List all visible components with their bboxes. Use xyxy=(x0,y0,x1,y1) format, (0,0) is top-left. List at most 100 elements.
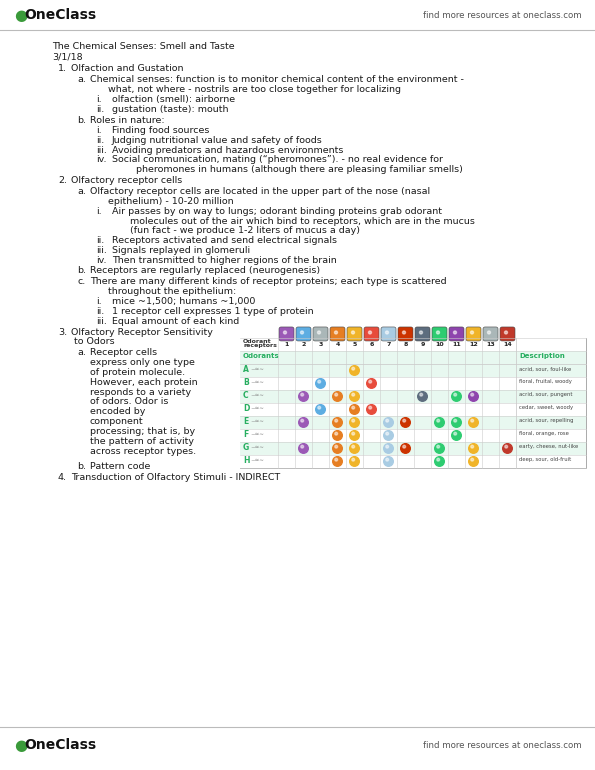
Circle shape xyxy=(369,380,372,383)
Text: 11: 11 xyxy=(452,342,461,347)
Text: molecules out of the air which bind to receptors, which are in the mucus: molecules out of the air which bind to r… xyxy=(112,217,475,226)
Text: Description: Description xyxy=(519,353,565,359)
Text: E: E xyxy=(243,417,248,426)
Text: a.: a. xyxy=(77,75,86,84)
Circle shape xyxy=(299,392,308,401)
Circle shape xyxy=(352,367,355,370)
Text: of protein molecule.: of protein molecule. xyxy=(90,368,185,377)
Circle shape xyxy=(454,420,456,422)
Circle shape xyxy=(471,420,474,422)
Circle shape xyxy=(505,331,508,334)
Circle shape xyxy=(301,393,303,396)
Circle shape xyxy=(503,444,512,454)
Text: ~≈∼: ~≈∼ xyxy=(250,445,264,450)
Text: 13: 13 xyxy=(486,342,495,347)
Text: processing; that is, by: processing; that is, by xyxy=(90,427,195,436)
Text: F: F xyxy=(243,430,248,439)
Text: a.: a. xyxy=(77,187,86,196)
Text: OneClass: OneClass xyxy=(24,8,96,22)
Circle shape xyxy=(335,432,337,435)
Text: OneClass: OneClass xyxy=(24,738,96,752)
Circle shape xyxy=(487,331,490,334)
FancyBboxPatch shape xyxy=(449,327,464,341)
Circle shape xyxy=(350,457,359,467)
Text: the pattern of activity: the pattern of activity xyxy=(90,437,194,446)
Circle shape xyxy=(469,392,478,401)
Text: Finding food sources: Finding food sources xyxy=(112,126,209,136)
Text: acrid, sour, pungent: acrid, sour, pungent xyxy=(519,393,572,397)
Circle shape xyxy=(350,366,359,375)
Circle shape xyxy=(350,430,359,440)
Text: ~≈∼: ~≈∼ xyxy=(250,458,264,463)
Text: mice ~1,500; humans ~1,000: mice ~1,500; humans ~1,000 xyxy=(112,297,255,306)
FancyBboxPatch shape xyxy=(466,327,481,341)
Text: 3: 3 xyxy=(318,342,322,347)
Circle shape xyxy=(333,417,342,427)
Text: throughout the epithelium:: throughout the epithelium: xyxy=(90,286,236,296)
Circle shape xyxy=(384,444,393,454)
Text: pheromones in humans (although there are pleasing familiar smells): pheromones in humans (although there are… xyxy=(112,165,463,174)
Text: Receptors activated and send electrical signals: Receptors activated and send electrical … xyxy=(112,236,337,246)
Text: 5: 5 xyxy=(352,342,356,347)
Circle shape xyxy=(386,331,389,334)
Text: encoded by: encoded by xyxy=(90,407,145,417)
Circle shape xyxy=(352,445,355,448)
Circle shape xyxy=(333,457,342,467)
Text: 12: 12 xyxy=(469,342,478,347)
Circle shape xyxy=(435,444,444,454)
Circle shape xyxy=(367,405,376,414)
Circle shape xyxy=(435,457,444,467)
Circle shape xyxy=(334,331,337,334)
FancyBboxPatch shape xyxy=(483,327,498,341)
Circle shape xyxy=(301,420,303,422)
Text: ii.: ii. xyxy=(96,105,104,114)
Text: 1: 1 xyxy=(284,342,289,347)
FancyBboxPatch shape xyxy=(330,327,345,341)
Text: Roles in nature:: Roles in nature: xyxy=(90,116,165,126)
Circle shape xyxy=(420,393,422,396)
Text: 4: 4 xyxy=(336,342,340,347)
Text: earty, cheese, nut-like: earty, cheese, nut-like xyxy=(519,444,578,450)
Text: ~≈∼: ~≈∼ xyxy=(250,393,264,398)
FancyBboxPatch shape xyxy=(364,327,379,341)
Circle shape xyxy=(368,331,371,334)
Circle shape xyxy=(352,407,355,409)
FancyBboxPatch shape xyxy=(240,351,586,364)
Text: find more resources at oneclass.com: find more resources at oneclass.com xyxy=(424,11,582,19)
Circle shape xyxy=(350,392,359,401)
Circle shape xyxy=(335,420,337,422)
Circle shape xyxy=(301,445,303,448)
Circle shape xyxy=(471,445,474,448)
Text: what, not where - nostrils are too close together for localizing: what, not where - nostrils are too close… xyxy=(90,85,401,94)
Text: 2: 2 xyxy=(301,342,306,347)
Text: Avoiding predators and hazardous environments: Avoiding predators and hazardous environ… xyxy=(112,146,343,155)
Text: Olfactory Receptor Sensitivity: Olfactory Receptor Sensitivity xyxy=(71,328,213,336)
Circle shape xyxy=(384,457,393,467)
Text: ~≈∼: ~≈∼ xyxy=(250,406,264,411)
Circle shape xyxy=(367,379,376,388)
FancyBboxPatch shape xyxy=(500,327,515,341)
Text: 8: 8 xyxy=(403,342,408,347)
Text: 3/1/18: 3/1/18 xyxy=(52,52,83,61)
Circle shape xyxy=(335,393,337,396)
Text: (fun fact - we produce 1-2 liters of mucus a day): (fun fact - we produce 1-2 liters of muc… xyxy=(112,226,360,235)
Text: 3.: 3. xyxy=(58,328,67,336)
Circle shape xyxy=(386,458,389,461)
Text: A: A xyxy=(243,365,249,374)
Text: 1.: 1. xyxy=(58,64,67,73)
Text: c.: c. xyxy=(77,277,85,286)
FancyBboxPatch shape xyxy=(240,377,586,390)
Text: 9: 9 xyxy=(420,342,425,347)
Text: gustation (taste): mouth: gustation (taste): mouth xyxy=(112,105,228,114)
Circle shape xyxy=(402,331,406,334)
FancyBboxPatch shape xyxy=(432,327,447,341)
Text: acrid, sour, repelling: acrid, sour, repelling xyxy=(519,418,574,424)
Circle shape xyxy=(435,417,444,427)
Circle shape xyxy=(386,432,389,435)
Circle shape xyxy=(318,380,321,383)
Text: i.: i. xyxy=(96,207,102,216)
Text: floral, orange, rose: floral, orange, rose xyxy=(519,431,569,437)
Circle shape xyxy=(352,432,355,435)
Circle shape xyxy=(471,331,474,334)
Text: Equal amount of each kind: Equal amount of each kind xyxy=(112,316,239,326)
